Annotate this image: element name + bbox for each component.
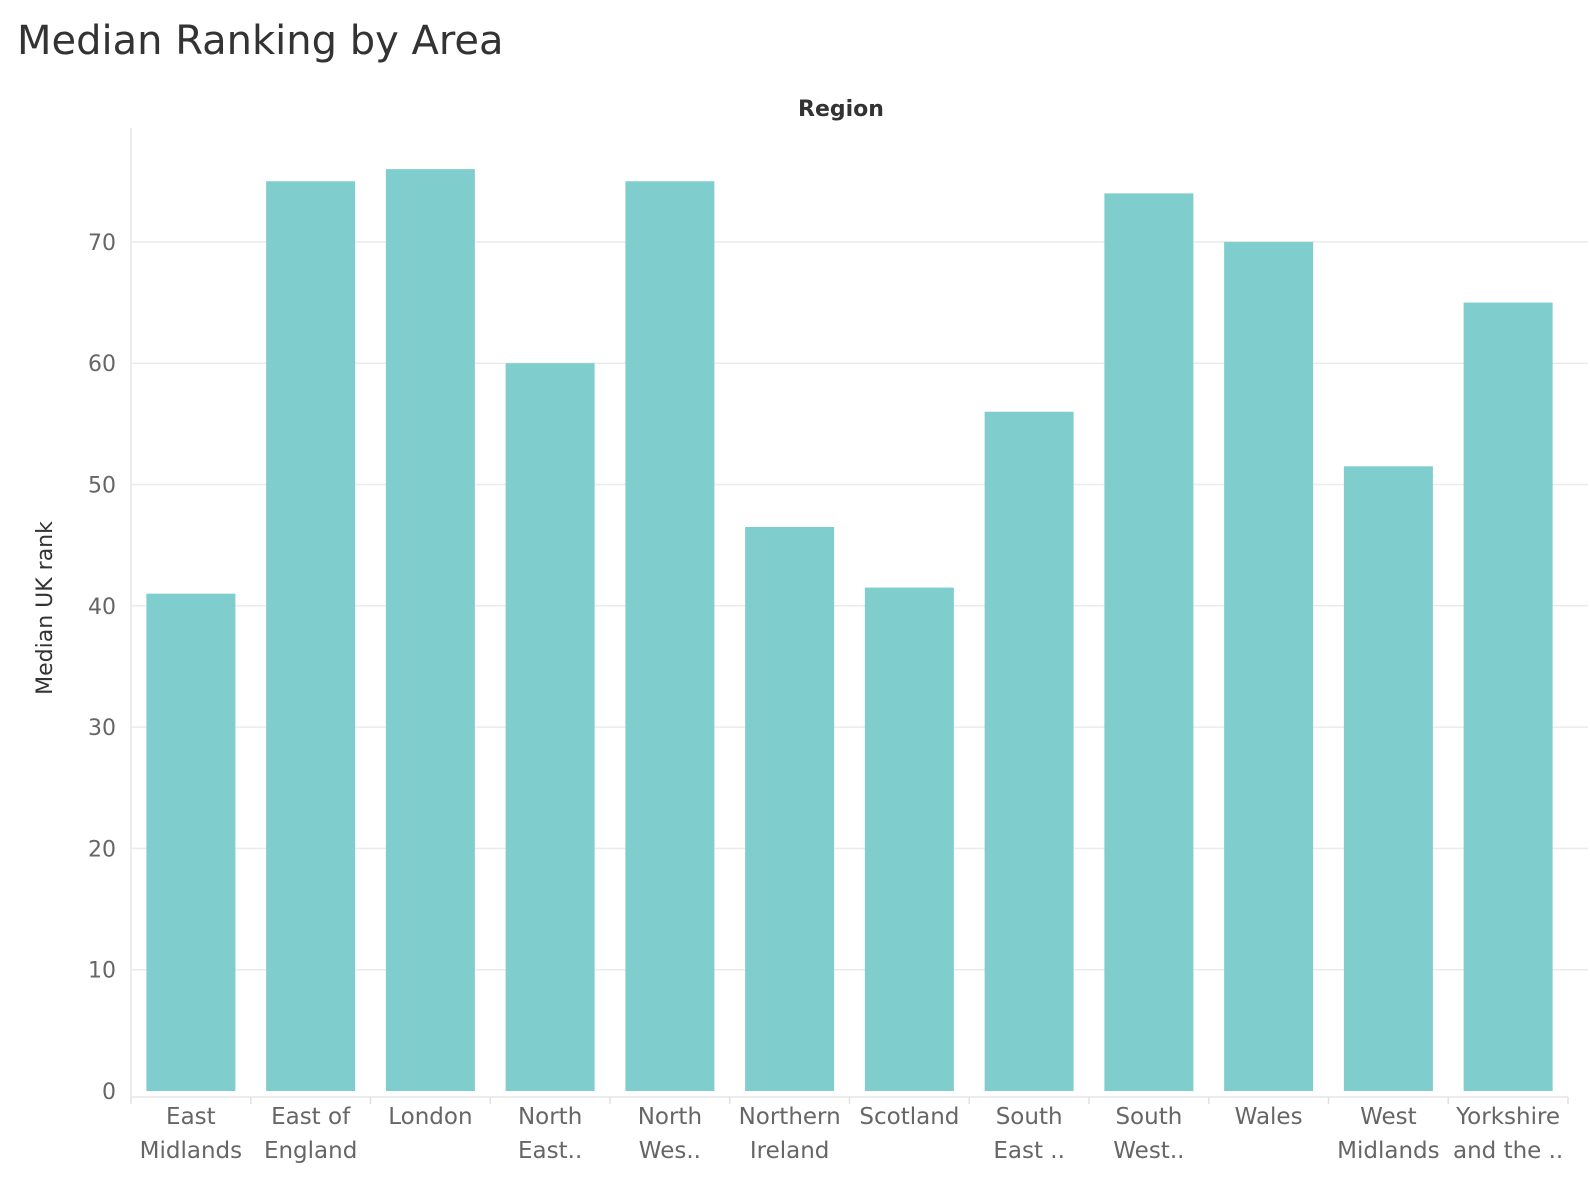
bar[interactable] (1463, 302, 1553, 1091)
y-tick-label: 30 (88, 716, 116, 741)
y-tick-label: 0 (102, 1080, 116, 1105)
bar[interactable] (984, 411, 1074, 1092)
y-tick-label: 10 (88, 959, 116, 984)
bar[interactable] (1343, 466, 1433, 1091)
x-category-label: Wales (1235, 1104, 1303, 1130)
y-tick-labels: 0 10 20 30 40 50 60 70 (88, 231, 116, 1105)
gridlines (131, 241, 1588, 971)
x-category-label: East Midlands (140, 1104, 242, 1164)
bars (146, 169, 1553, 1092)
y-axis-title: Median UK rank (33, 521, 58, 695)
bar[interactable] (1224, 241, 1314, 1091)
y-tick-label: 70 (88, 231, 116, 256)
bar[interactable] (864, 587, 954, 1091)
y-tick-label: 60 (88, 352, 116, 377)
x-category-label: London (388, 1104, 472, 1130)
y-tick-label: 50 (88, 474, 116, 499)
x-category-label: South East .. (993, 1104, 1065, 1164)
bar[interactable] (1104, 193, 1194, 1091)
bar[interactable] (505, 363, 595, 1091)
x-category-label: East of England (264, 1104, 357, 1164)
y-tick-label: 20 (88, 837, 116, 862)
x-category-label: North East.. (518, 1104, 582, 1164)
x-category-label: Yorkshire and the .. (1453, 1104, 1563, 1164)
bar[interactable] (266, 181, 356, 1091)
bar[interactable] (625, 181, 715, 1091)
x-category-label: South West.. (1113, 1104, 1184, 1164)
x-category-label: Northern Ireland (739, 1104, 841, 1164)
x-category-label: West Midlands (1337, 1104, 1439, 1164)
x-category-label: North Wes.. (638, 1104, 702, 1164)
x-axis-title: Region (798, 97, 884, 122)
bar[interactable] (146, 593, 236, 1091)
bar[interactable] (385, 169, 475, 1091)
bar[interactable] (745, 526, 835, 1091)
x-category-label: Scotland (859, 1104, 959, 1130)
y-tick-label: 40 (88, 595, 116, 620)
chart-title: Median Ranking by Area (17, 18, 504, 64)
x-category-labels: East Midlands East of England London North Eas… (140, 1104, 1564, 1164)
x-tick-marks (130, 1097, 1569, 1104)
